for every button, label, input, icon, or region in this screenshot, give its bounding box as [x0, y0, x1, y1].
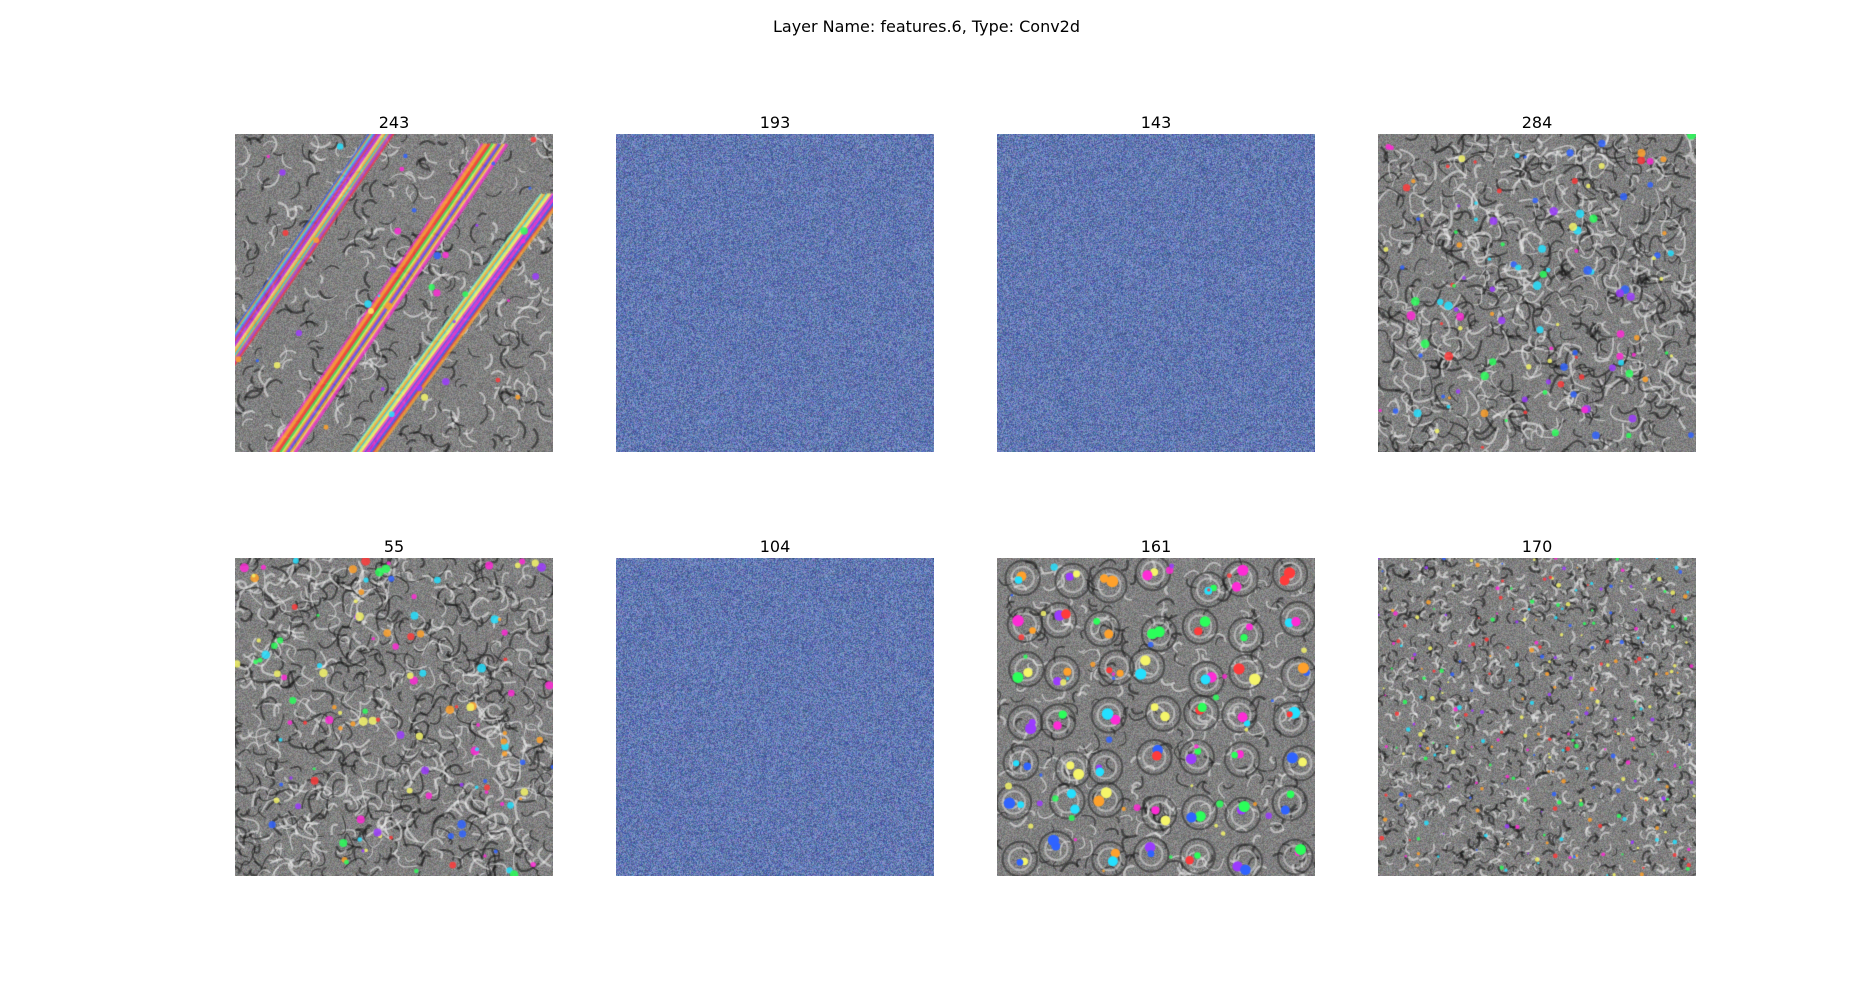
- figure-title: Layer Name: features.6, Type: Conv2d: [772, 17, 1081, 36]
- panel-label: 243: [378, 113, 410, 132]
- feature-panel: 104: [616, 536, 934, 876]
- feature-visualization-image: [1378, 558, 1696, 876]
- feature-panel: 243: [235, 112, 553, 452]
- feature-panel: 161: [997, 536, 1315, 876]
- panel-label: 193: [759, 113, 791, 132]
- feature-panel: 193: [616, 112, 934, 452]
- panel-label: 104: [759, 537, 791, 556]
- feature-visualization-image: [235, 558, 553, 876]
- feature-visualization-image: [1378, 134, 1696, 452]
- feature-visualization-image: [235, 134, 553, 452]
- panel-label: 284: [1521, 113, 1553, 132]
- feature-visualization-image: [997, 558, 1315, 876]
- feature-visualization-image: [616, 558, 934, 876]
- panel-label: 55: [383, 537, 405, 556]
- feature-visualization-image: [997, 134, 1315, 452]
- feature-panel: 55: [235, 536, 553, 876]
- feature-panel: 284: [1378, 112, 1696, 452]
- feature-panel: 143: [997, 112, 1315, 452]
- panel-label: 170: [1521, 537, 1553, 556]
- panel-label: 143: [1140, 113, 1172, 132]
- feature-visualization-image: [616, 134, 934, 452]
- feature-panel: 170: [1378, 536, 1696, 876]
- panel-label: 161: [1140, 537, 1172, 556]
